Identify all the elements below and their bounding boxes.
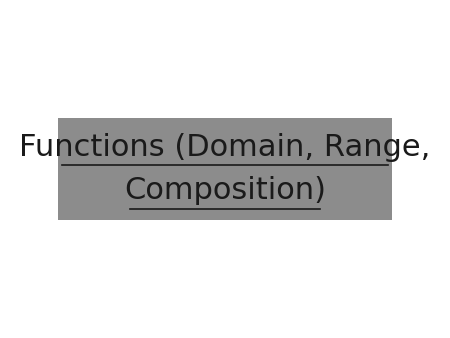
FancyBboxPatch shape: [58, 118, 392, 220]
Text: Functions (Domain, Range,: Functions (Domain, Range,: [19, 132, 431, 162]
Text: Composition): Composition): [124, 176, 326, 206]
